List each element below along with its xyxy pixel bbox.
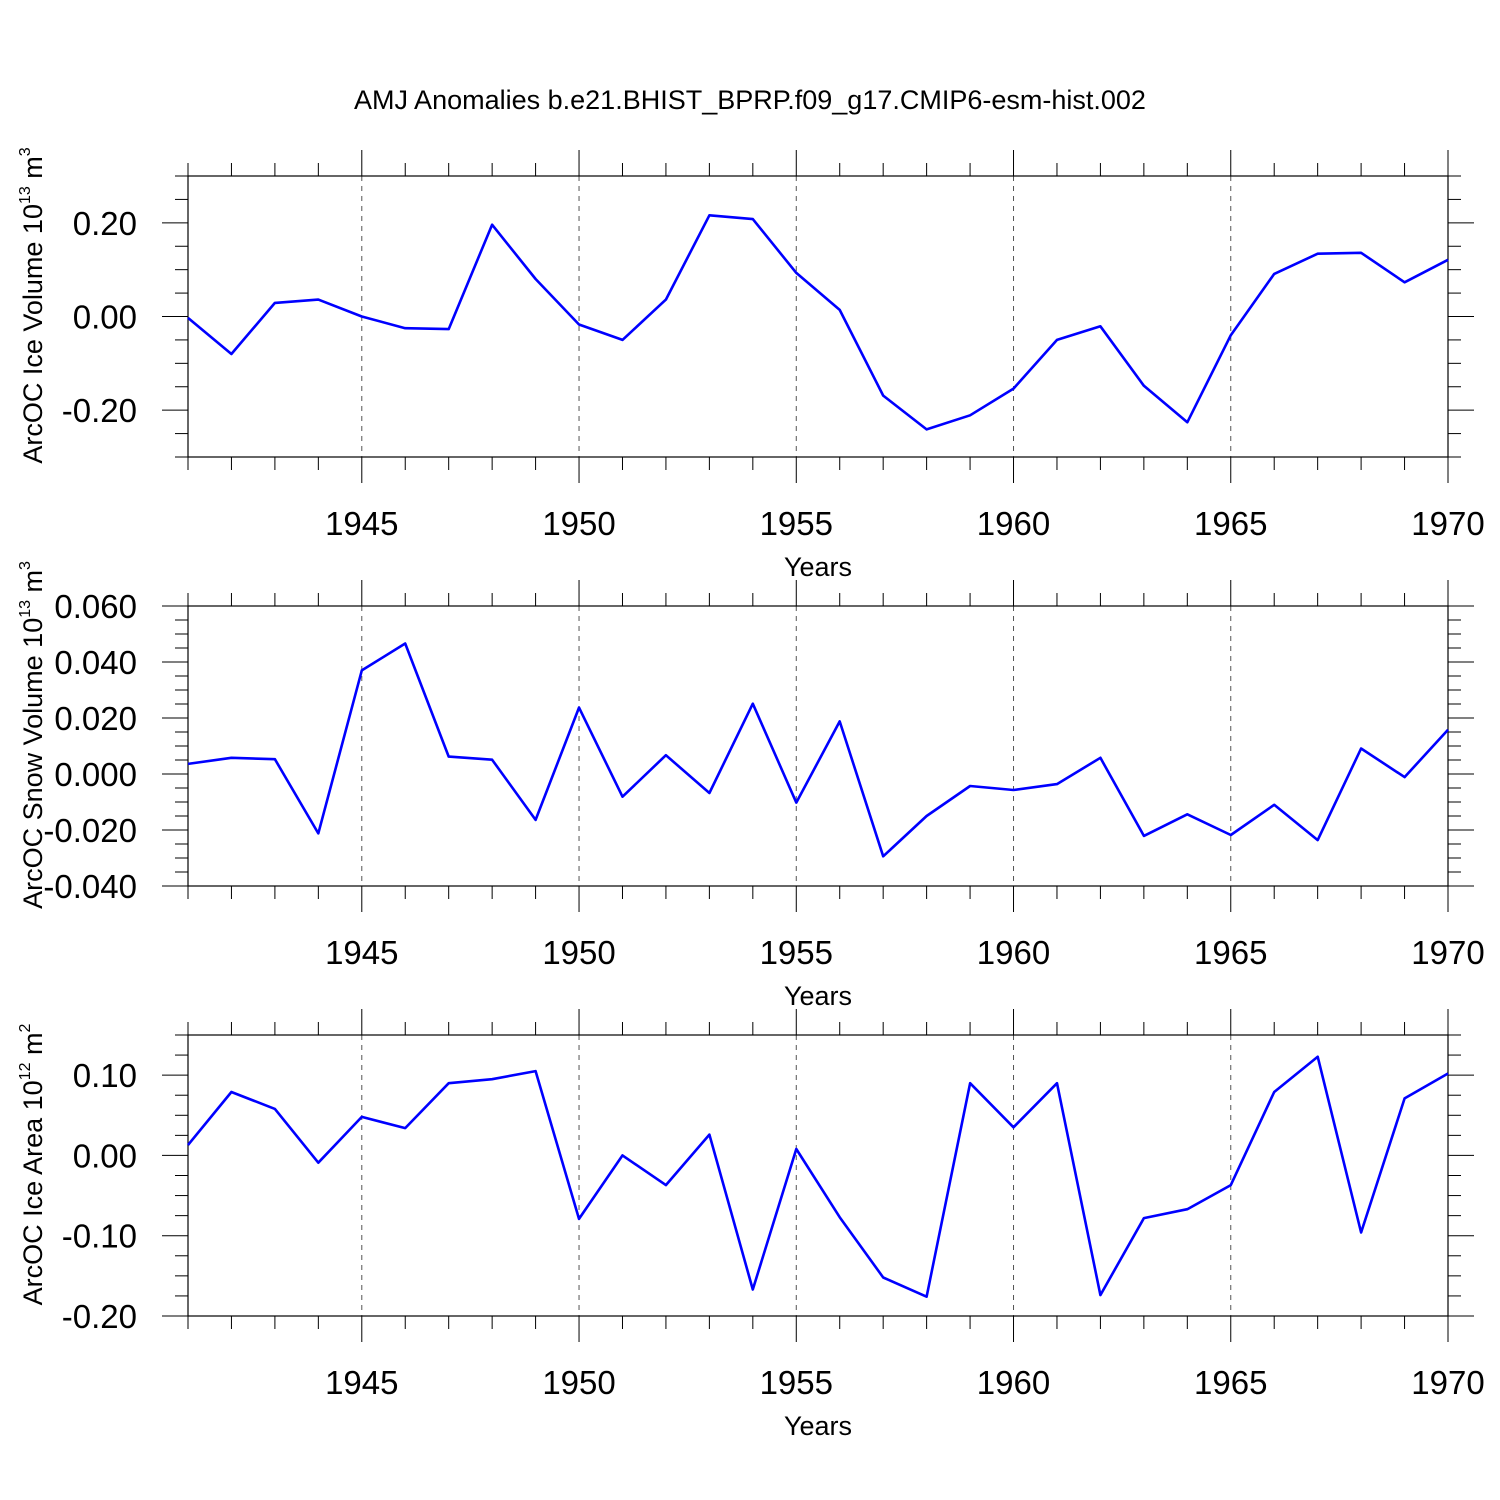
ice-area-y-axis-title: ArcOC Ice Area 1012 m2 [17, 1024, 48, 1306]
snow-volume-ytick-label: -0.020 [43, 812, 137, 849]
snow-volume-y-axis-unit-exponent: 3 [17, 561, 34, 570]
ice-volume-ytick-label: 0.20 [73, 205, 137, 242]
snow-volume-ytick-label: 0.040 [54, 644, 137, 681]
ice-area-ytick-label: 0.10 [73, 1057, 137, 1094]
ice-area-ytick-label: -0.20 [62, 1298, 137, 1335]
ice-volume-y-axis-title: ArcOC Ice Volume 1013 m3 [17, 147, 48, 463]
panel-ice-area: -0.20 -0.10 0.00 0.10 1945 1950 1955 1960 1965 19… [17, 1009, 1485, 1441]
ice-volume-xtick-label: 1955 [760, 505, 833, 542]
ice-area-ytick-label: -0.10 [62, 1218, 137, 1255]
snow-volume-y-axis-title-text: ArcOC Snow Volume 10 [18, 618, 48, 909]
ice-area-xtick-label: 1945 [325, 1364, 398, 1401]
ice-volume-y-axis-unit-exponent: 3 [17, 147, 34, 156]
panel-snow-volume: -0.040 -0.020 0.000 0.020 0.040 0.060 1945 1950… [17, 561, 1485, 1011]
ice-volume-xtick-label: 1970 [1411, 505, 1484, 542]
ice-area-xtick-label: 1965 [1194, 1364, 1267, 1401]
ice-volume-plot-frame [187, 175, 1449, 458]
ice-area-ytick-label: 0.00 [73, 1137, 137, 1174]
snow-volume-y-axis-exponent: 13 [17, 600, 34, 618]
ice-volume-xtick-label: 1965 [1194, 505, 1267, 542]
ice-volume-y-axis-title-text: ArcOC Ice Volume 10 [18, 204, 48, 464]
ice-area-y-axis-unit: m [18, 1033, 48, 1063]
ice-area-y-axis-unit-exponent: 2 [17, 1024, 34, 1033]
ice-area-x-axis-title: Years [784, 1411, 852, 1441]
ice-area-series-line [186, 1055, 1449, 1298]
snow-volume-y-axis-unit: m [18, 570, 48, 600]
ice-volume-xtick-label: 1960 [977, 505, 1050, 542]
ice-area-y-axis-exponent: 12 [17, 1062, 34, 1080]
ice-volume-y-axis-unit: m [18, 156, 48, 186]
snow-volume-ytick-label: 0.060 [54, 588, 137, 625]
snow-volume-xtick-label: 1955 [760, 934, 833, 971]
snow-volume-series-line [187, 642, 1449, 858]
snow-volume-x-axis-title: Years [784, 981, 852, 1011]
ice-volume-y-axis-exponent: 13 [17, 186, 34, 204]
snow-volume-ytick-label: 0.020 [54, 700, 137, 737]
snow-volume-xtick-label: 1970 [1411, 934, 1484, 971]
snow-volume-ytick-label: -0.040 [43, 868, 137, 905]
panel-ice-volume: -0.20 0.00 0.20 1945 1950 1955 1960 1965 1970 Yea… [17, 147, 1485, 582]
ice-volume-xtick-label: 1945 [325, 505, 398, 542]
ice-area-xtick-label: 1960 [977, 1364, 1050, 1401]
chart-title: AMJ Anomalies b.e21.BHIST_BPRP.f09_g17.C… [354, 85, 1146, 115]
ice-area-plot-frame [187, 1034, 1449, 1317]
ice-volume-x-axis-title: Years [784, 552, 852, 582]
snow-volume-xtick-label: 1945 [325, 934, 398, 971]
snow-volume-y-axis-title: ArcOC Snow Volume 1013 m3 [17, 561, 48, 909]
ice-volume-ytick-label: 0.00 [73, 299, 137, 336]
ice-area-xtick-label: 1955 [760, 1364, 833, 1401]
ice-volume-xtick-label: 1950 [542, 505, 615, 542]
ice-volume-series-line [187, 214, 1449, 431]
ice-area-xtick-label: 1950 [542, 1364, 615, 1401]
snow-volume-ytick-label: 0.000 [54, 756, 137, 793]
snow-volume-xtick-label: 1950 [542, 934, 615, 971]
snow-volume-plot-frame [187, 605, 1449, 887]
ice-volume-ytick-label: -0.20 [62, 392, 137, 429]
snow-volume-xtick-label: 1965 [1194, 934, 1267, 971]
ice-area-xtick-label: 1970 [1411, 1364, 1484, 1401]
snow-volume-xtick-label: 1960 [977, 934, 1050, 971]
ice-area-y-axis-title-text: ArcOC Ice Area 10 [18, 1080, 48, 1305]
